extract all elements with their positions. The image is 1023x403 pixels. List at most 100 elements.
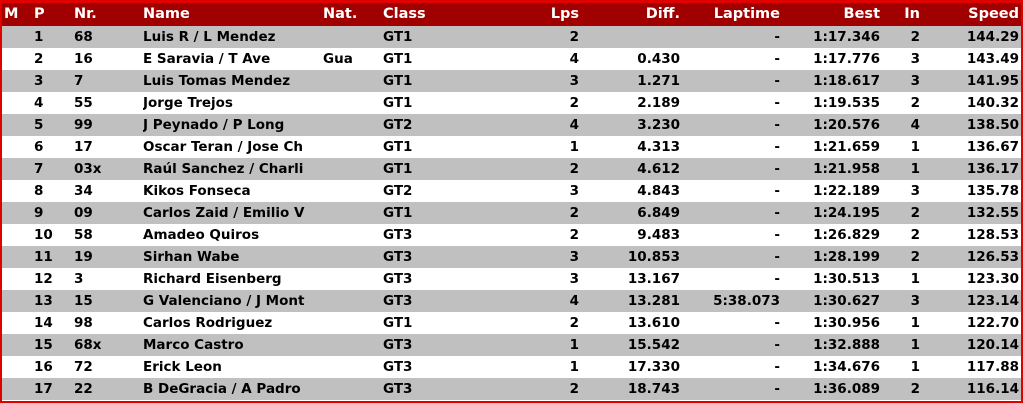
- table-row[interactable]: 3 7 Luis Tomas Mendez GT1 3 1.271 - 1:18.617 3 14…: [2, 70, 1021, 92]
- best-lap-cell: 1:36.089: [813, 381, 880, 397]
- driver-name-cell: Oscar Teran / Jose Ch: [143, 139, 303, 155]
- car-number-cell: 7: [74, 73, 84, 89]
- table-row[interactable]: 11 19 Sirhan Wabe GT3 3 10.853 - 1:28.199 2 126.5…: [2, 246, 1021, 268]
- header-class[interactable]: Class: [383, 6, 426, 22]
- header-nationality[interactable]: Nat.: [323, 6, 358, 22]
- table-row[interactable]: 17 22 B DeGracia / A Padro GT3 2 18.743 - 1:36.…: [2, 378, 1021, 400]
- driver-name-cell: J Peynado / P Long: [143, 117, 285, 133]
- class-cell: GT3: [383, 227, 413, 243]
- laps-cell: 2: [569, 227, 579, 243]
- table-row[interactable]: 9 09 Carlos Zaid / Emilio V GT1 2 6.849 - 1:24.…: [2, 202, 1021, 224]
- laps-cell: 3: [569, 249, 579, 265]
- speed-cell: 120.14: [966, 337, 1019, 353]
- table-row[interactable]: 15 68x Marco Castro GT3 1 15.542 - 1:32.888 1 120…: [2, 334, 1021, 356]
- table-row[interactable]: 4 55 Jorge Trejos GT1 2 2.189 - 1:19.535 2 140.32: [2, 92, 1021, 114]
- car-number-cell: 16: [74, 51, 93, 67]
- best-in-lap-cell: 2: [910, 95, 920, 111]
- car-number-cell: 34: [74, 183, 93, 199]
- car-number-cell: 3: [74, 271, 84, 287]
- laptime-cell: -: [774, 249, 780, 265]
- best-lap-cell: 1:18.617: [813, 73, 880, 89]
- position-cell: 16: [34, 359, 53, 375]
- speed-cell: 126.53: [966, 249, 1019, 265]
- best-in-lap-cell: 4: [910, 117, 920, 133]
- class-cell: GT3: [383, 337, 413, 353]
- table-row[interactable]: 7 03x Raúl Sanchez / Charli GT1 2 4.612 - 1:21.…: [2, 158, 1021, 180]
- header-in[interactable]: In: [904, 6, 920, 22]
- best-lap-cell: 1:32.888: [813, 337, 880, 353]
- position-cell: 8: [34, 183, 44, 199]
- header-number[interactable]: Nr.: [74, 6, 97, 22]
- best-in-lap-cell: 1: [910, 161, 920, 177]
- header-diff[interactable]: Diff.: [645, 6, 680, 22]
- driver-name-cell: Luis Tomas Mendez: [143, 73, 291, 89]
- header-laptime[interactable]: Laptime: [713, 6, 780, 22]
- best-lap-cell: 1:17.346: [813, 29, 880, 45]
- header-best[interactable]: Best: [843, 6, 880, 22]
- laptime-cell: -: [774, 381, 780, 397]
- nationality-cell: Gua: [323, 51, 353, 67]
- class-cell: GT3: [383, 249, 413, 265]
- class-cell: GT3: [383, 381, 413, 397]
- driver-name-cell: Erick Leon: [143, 359, 222, 375]
- position-cell: 4: [34, 95, 44, 111]
- best-in-lap-cell: 2: [910, 29, 920, 45]
- table-row[interactable]: 14 98 Carlos Rodriguez GT1 2 13.610 - 1:30.956 1…: [2, 312, 1021, 334]
- car-number-cell: 55: [74, 95, 93, 111]
- best-lap-cell: 1:26.829: [813, 227, 880, 243]
- position-cell: 5: [34, 117, 44, 133]
- speed-cell: 141.95: [966, 73, 1019, 89]
- header-laps[interactable]: Lps: [550, 6, 579, 22]
- driver-name-cell: Raúl Sanchez / Charli: [143, 161, 304, 177]
- laps-cell: 2: [569, 381, 579, 397]
- laptime-cell: -: [774, 29, 780, 45]
- diff-cell: 4.612: [637, 161, 680, 177]
- speed-cell: 122.70: [966, 315, 1019, 331]
- laps-cell: 3: [569, 183, 579, 199]
- table-row[interactable]: 13 15 G Valenciano / J Mont GT3 4 13.281 5:38.…: [2, 290, 1021, 312]
- best-lap-cell: 1:30.513: [813, 271, 880, 287]
- laptime-cell: -: [774, 205, 780, 221]
- laptime-cell: -: [774, 95, 780, 111]
- table-row[interactable]: 8 34 Kikos Fonseca GT2 3 4.843 - 1:22.189 3 135.7…: [2, 180, 1021, 202]
- laptime-cell: -: [774, 139, 780, 155]
- speed-cell: 136.17: [966, 161, 1019, 177]
- laps-cell: 2: [569, 205, 579, 221]
- diff-cell: 13.281: [627, 293, 680, 309]
- best-lap-cell: 1:20.576: [813, 117, 880, 133]
- best-lap-cell: 1:21.958: [813, 161, 880, 177]
- speed-cell: 116.14: [966, 381, 1019, 397]
- driver-name-cell: E Saravia / T Ave: [143, 51, 271, 67]
- table-row[interactable]: 12 3 Richard Eisenberg GT3 3 13.167 - 1:30.513 1…: [2, 268, 1021, 290]
- header-m[interactable]: M: [4, 6, 19, 22]
- car-number-cell: 09: [74, 205, 93, 221]
- laps-cell: 3: [569, 271, 579, 287]
- table-row[interactable]: 2 16 E Saravia / T Ave Gua GT1 4 0.430 - 1:17.77…: [2, 48, 1021, 70]
- laps-cell: 4: [569, 51, 579, 67]
- header-position[interactable]: P: [34, 6, 45, 22]
- table-row[interactable]: 5 99 J Peynado / P Long GT2 4 3.230 - 1:20.576 4…: [2, 114, 1021, 136]
- header-speed[interactable]: Speed: [968, 6, 1019, 22]
- driver-name-cell: G Valenciano / J Mont: [143, 293, 305, 309]
- speed-cell: 138.50: [966, 117, 1019, 133]
- laps-cell: 2: [569, 315, 579, 331]
- header-name[interactable]: Name: [143, 6, 190, 22]
- best-in-lap-cell: 1: [910, 271, 920, 287]
- laps-cell: 4: [569, 117, 579, 133]
- table-row[interactable]: 16 72 Erick Leon GT3 1 17.330 - 1:34.676 1 117.88: [2, 356, 1021, 378]
- diff-cell: 13.610: [627, 315, 680, 331]
- table-row[interactable]: 10 58 Amadeo Quiros GT3 2 9.483 - 1:26.829 2 128.…: [2, 224, 1021, 246]
- car-number-cell: 22: [74, 381, 93, 397]
- table-row[interactable]: 6 17 Oscar Teran / Jose Ch GT1 1 4.313 - 1:21.6…: [2, 136, 1021, 158]
- best-lap-cell: 1:22.189: [813, 183, 880, 199]
- position-cell: 6: [34, 139, 44, 155]
- table-row[interactable]: 1 68 Luis R / L Mendez GT1 2 - 1:17.346 2 144.29: [2, 26, 1021, 48]
- speed-cell: 136.67: [966, 139, 1019, 155]
- laps-cell: 4: [569, 293, 579, 309]
- speed-cell: 135.78: [966, 183, 1019, 199]
- best-in-lap-cell: 3: [910, 51, 920, 67]
- diff-cell: 0.430: [637, 51, 680, 67]
- diff-cell: 4.843: [637, 183, 680, 199]
- class-cell: GT3: [383, 293, 413, 309]
- speed-cell: 123.14: [966, 293, 1019, 309]
